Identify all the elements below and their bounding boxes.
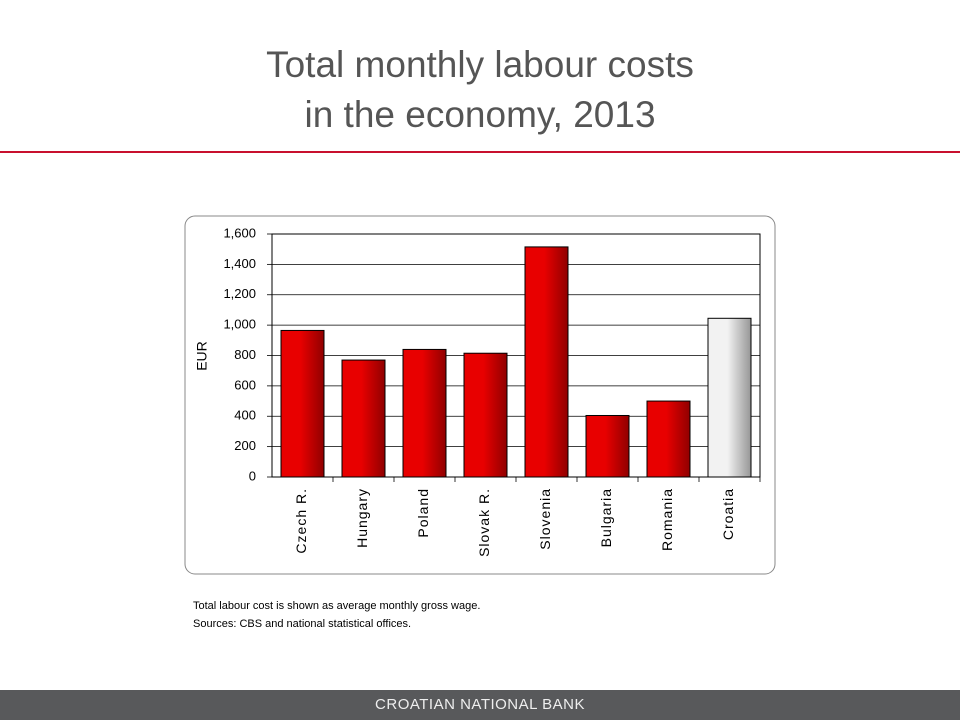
y-tick-label: 1,400 [223, 256, 256, 271]
x-tick-label: Romania [659, 488, 675, 551]
x-tick-label: Hungary [354, 488, 370, 548]
note: Total labour cost is shown as average mo… [193, 600, 481, 612]
y-axis-title: EUR [194, 341, 210, 371]
bar [646, 400, 691, 478]
title-rule [0, 151, 960, 153]
x-tick-label: Slovak R. [476, 488, 492, 557]
x-tick-label: Croatia [720, 488, 736, 540]
x-tick-label: Slovenia [537, 488, 553, 550]
bar [463, 352, 508, 478]
x-tick-label: Poland [415, 488, 431, 538]
bar [524, 246, 569, 478]
bar [341, 359, 386, 478]
x-tick-label: Bulgaria [598, 488, 614, 547]
y-tick-label: 1,600 [223, 225, 256, 240]
y-tick-label: 600 [234, 377, 256, 392]
x-tick-label: Czech R. [293, 488, 309, 554]
y-tick-label: 800 [234, 347, 256, 362]
y-tick-label: 1,200 [223, 286, 256, 301]
bar [707, 317, 752, 478]
note: Sources: CBS and national statistical of… [193, 618, 412, 630]
y-tick-label: 400 [234, 408, 256, 423]
chart: EUR 0 200 400 600 800 1,000 1,200 1,400 1,600 Cze… [184, 215, 776, 575]
y-tick-label: 0 [249, 468, 256, 483]
slide-title: Total monthly labour costs in the econom… [266, 44, 694, 135]
y-tick-label: 1,000 [223, 317, 256, 332]
bar [585, 414, 630, 478]
bar [280, 329, 325, 478]
bar [402, 348, 447, 478]
footer: CROATIAN NATIONAL BANK [0, 690, 960, 720]
y-tick-label: 200 [234, 438, 256, 453]
notes: Total labour cost is shown as average mo… [193, 597, 480, 633]
